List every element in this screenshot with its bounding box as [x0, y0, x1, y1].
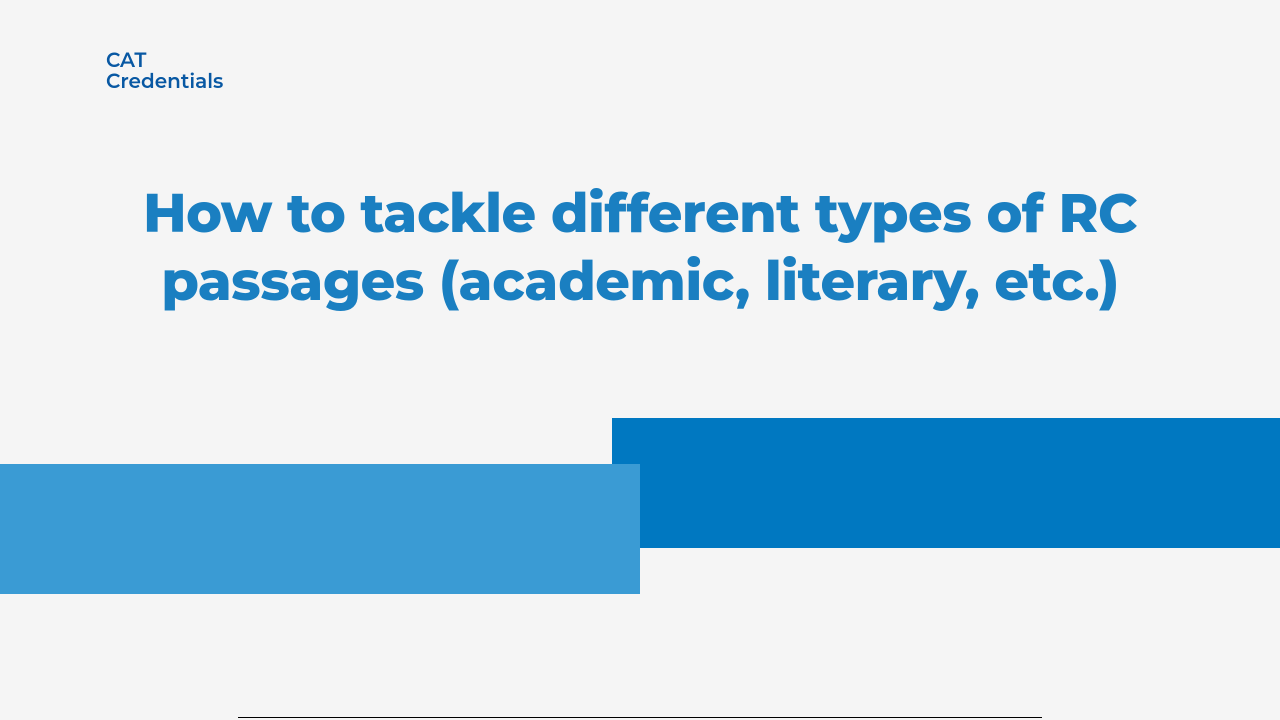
decorative-bar-left: [0, 464, 640, 594]
logo-c1-path: [44, 54, 62, 90]
logo-line2: Credentials: [106, 72, 223, 93]
logo-line1: CAT: [106, 51, 223, 72]
bottom-line: [238, 717, 1042, 718]
logo: CAT Credentials: [40, 50, 223, 94]
logo-text: CAT Credentials: [106, 51, 223, 93]
logo-mark-icon: [40, 50, 98, 94]
decorative-bar-right: [612, 418, 1280, 548]
logo-c2-path: [60, 54, 78, 90]
main-title: How to tackle different types of RC pass…: [90, 180, 1190, 315]
